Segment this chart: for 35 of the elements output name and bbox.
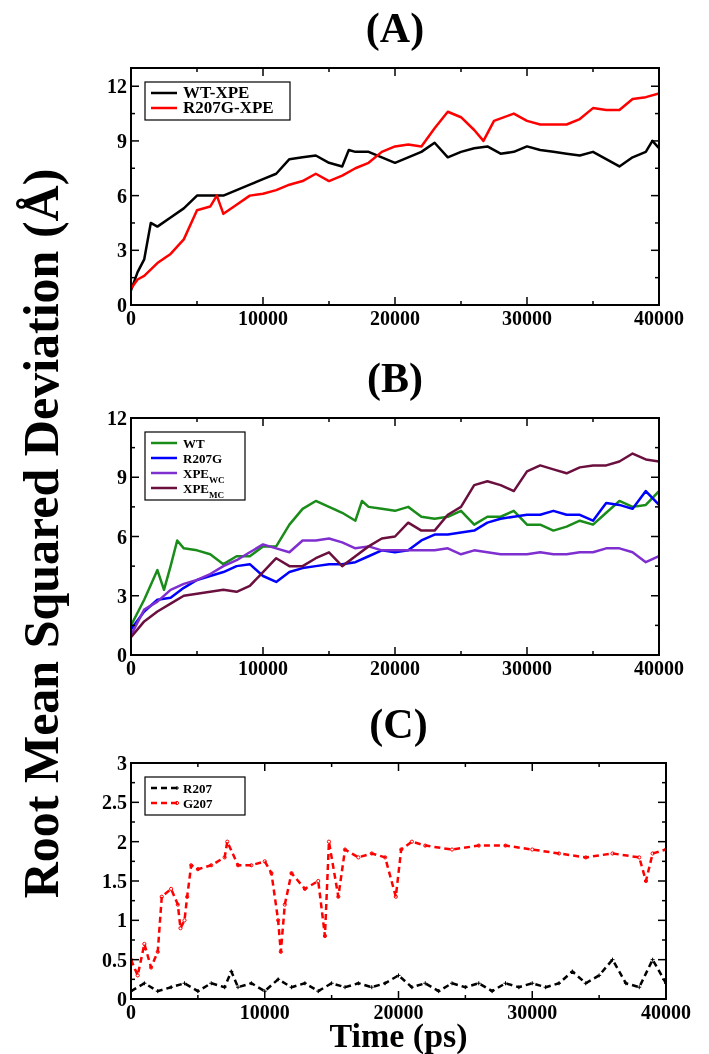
- y-tick-label: 9: [117, 466, 127, 489]
- x-tick-label: 20000: [370, 307, 420, 329]
- y-tick-label: 12: [107, 407, 127, 429]
- y-tick-label: 12: [107, 75, 127, 98]
- chart-title: (B): [367, 355, 423, 402]
- y-tick-label: 6: [117, 184, 127, 207]
- legend-label: R207G: [183, 451, 222, 466]
- chart-title: (A): [365, 5, 425, 52]
- y-tick-label: 6: [117, 525, 127, 548]
- x-tick-label: 20000: [373, 1001, 424, 1023]
- y-tick-label: 2: [117, 830, 127, 853]
- y-tick-label: 3: [117, 584, 127, 607]
- x-tick-label: 20000: [370, 657, 420, 679]
- x-tick-label: 10000: [238, 657, 288, 679]
- y-tick-label: 0.5: [102, 948, 127, 971]
- y-tick-label: 1: [117, 909, 127, 932]
- x-tick-label: 10000: [239, 1001, 290, 1023]
- chart-title: (C): [369, 701, 428, 748]
- y-tick-label: 2.5: [102, 791, 127, 814]
- x-tick-label: 40000: [634, 307, 684, 329]
- y-tick-label: 3: [117, 239, 127, 262]
- x-tick-label: 30000: [502, 657, 552, 679]
- x-tick-label: 30000: [502, 307, 552, 329]
- legend-label: R207: [183, 781, 213, 796]
- y-axis-title: Root Mean Squared Deviation (Å): [13, 168, 69, 899]
- x-tick-label: 30000: [507, 1001, 558, 1023]
- y-tick-label: 3: [117, 752, 127, 774]
- x-tick-label: 40000: [634, 657, 684, 679]
- legend-label: WT: [183, 436, 205, 451]
- legend-label: XPE$_{WC}$: [183, 466, 225, 485]
- y-tick-label: 1.5: [102, 870, 127, 892]
- x-tick-label: 40000: [641, 1001, 691, 1023]
- y-tick-label: 9: [117, 129, 127, 152]
- legend-label: G207: [183, 796, 214, 811]
- x-tick-label: 10000: [238, 307, 288, 329]
